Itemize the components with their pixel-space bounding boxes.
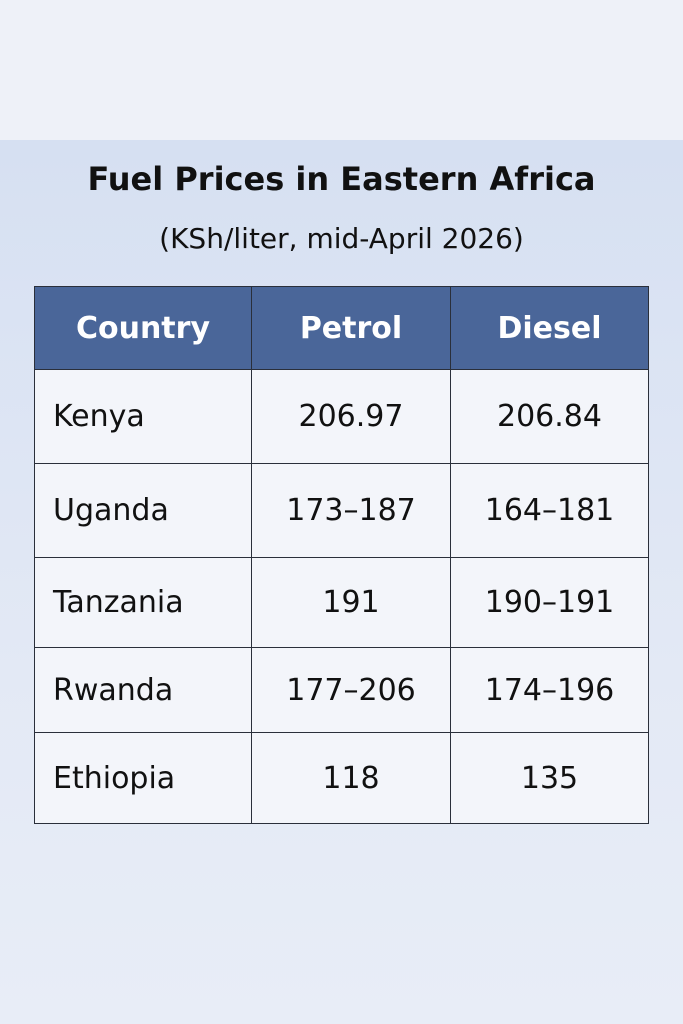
table-row: Kenya 206.97 206.84	[34, 369, 649, 464]
price-cell: 174–196	[450, 647, 649, 733]
price-cell: 206.97	[251, 369, 451, 464]
price-cell: 191	[251, 557, 451, 648]
country-cell: Uganda	[34, 463, 252, 558]
country-cell: Rwanda	[34, 647, 252, 733]
column-header: Country	[34, 286, 252, 370]
table-row: Uganda 173–187 164–181	[34, 463, 649, 558]
price-cell: 118	[251, 732, 451, 824]
price-table: Country Petrol Diesel Kenya 206.97 206.84 Uga…	[34, 286, 649, 824]
price-cell: 173–187	[251, 463, 451, 558]
price-cell: 135	[450, 732, 649, 824]
header-row: Country Petrol Diesel	[34, 286, 649, 370]
column-header: Diesel	[450, 286, 649, 370]
country-cell: Kenya	[34, 369, 252, 464]
table-head: Country Petrol Diesel	[34, 286, 649, 370]
country-cell: Tanzania	[34, 557, 252, 648]
price-cell: 177–206	[251, 647, 451, 733]
subtitle: (KSh/liter, mid-April 2026)	[159, 222, 524, 255]
table-row: Ethiopia 118 135	[34, 732, 649, 824]
price-cell: 190–191	[450, 557, 649, 648]
country-cell: Ethiopia	[34, 732, 252, 824]
title: Fuel Prices in Eastern Africa	[87, 160, 596, 198]
table-row: Rwanda 177–206 174–196	[34, 647, 649, 733]
table-body: Kenya 206.97 206.84 Uganda 173–187 164–181 Tan…	[34, 369, 649, 824]
price-cell: 164–181	[450, 463, 649, 558]
column-header: Petrol	[251, 286, 451, 370]
price-cell: 206.84	[450, 369, 649, 464]
table-row: Tanzania 191 190–191	[34, 557, 649, 648]
